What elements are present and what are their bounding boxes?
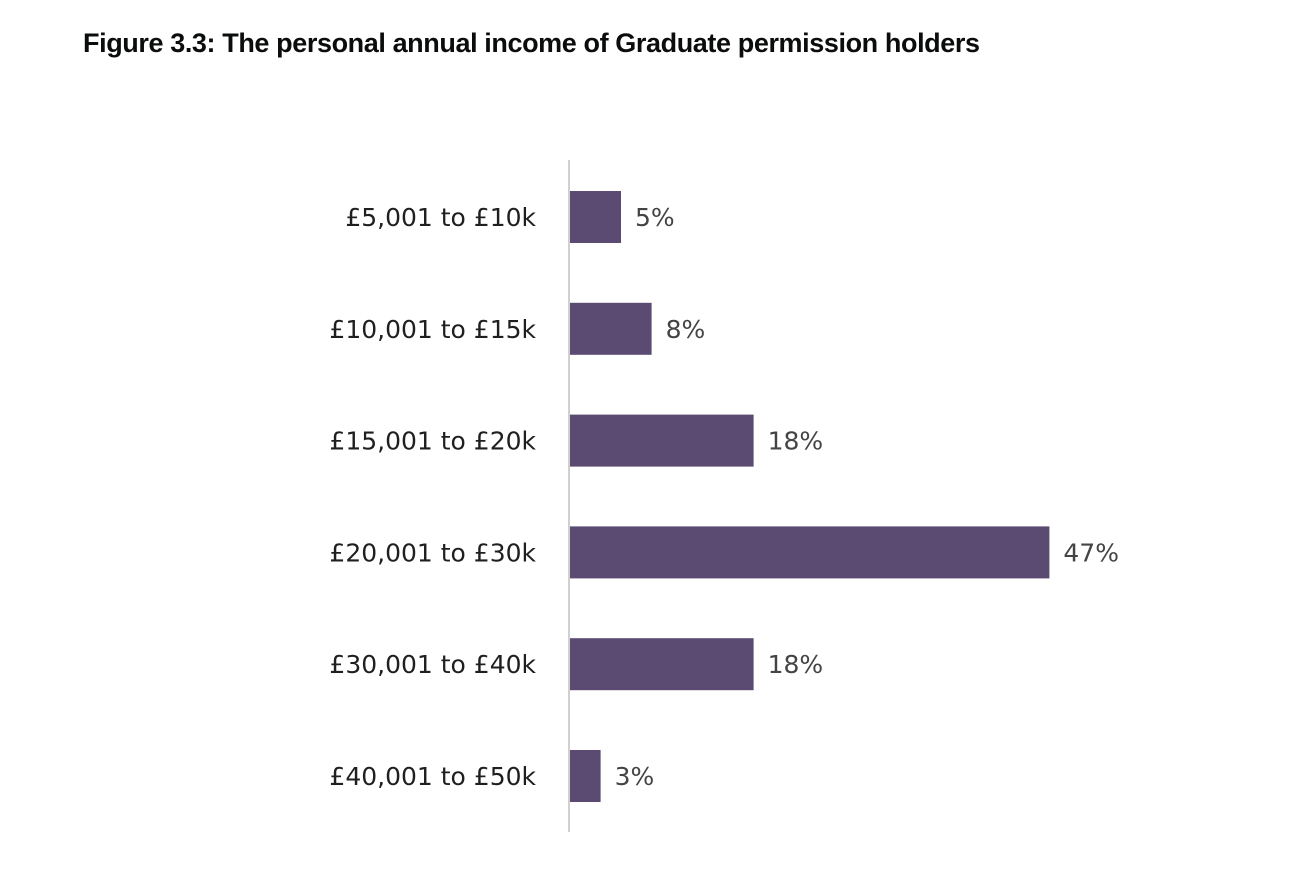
category-label: £20,001 to £30k — [329, 538, 536, 567]
bar — [570, 414, 754, 467]
bar — [570, 526, 1050, 579]
labels-layer: £5,001 to £10k 5% £10,001 to £15k 8% £15,001… — [329, 203, 1119, 791]
value-label: 5% — [635, 203, 675, 232]
value-label: 47% — [1063, 538, 1119, 567]
category-label: £15,001 to £20k — [329, 427, 536, 456]
bars-layer — [570, 191, 1050, 802]
value-label: 3% — [615, 762, 655, 791]
value-label: 8% — [666, 315, 706, 344]
category-label: £5,001 to £10k — [345, 203, 536, 232]
bar — [570, 750, 601, 802]
value-label: 18% — [768, 427, 824, 456]
bar — [570, 191, 621, 243]
bar — [570, 638, 754, 691]
category-label: £10,001 to £15k — [329, 315, 536, 344]
figure-title: Figure 3.3: The personal annual income o… — [83, 28, 980, 58]
category-label: £30,001 to £40k — [329, 650, 536, 679]
category-label: £40,001 to £50k — [329, 762, 536, 791]
value-label: 18% — [768, 650, 824, 679]
bar — [570, 302, 652, 355]
